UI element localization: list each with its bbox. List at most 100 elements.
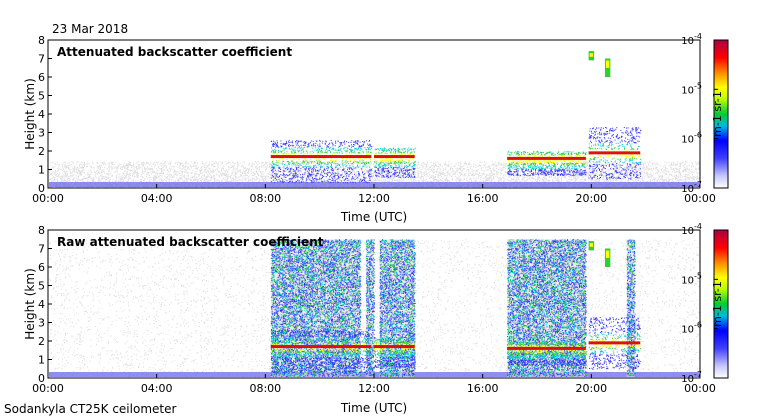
- layer-body: [588, 142, 641, 164]
- x-tick-label: 00:00: [32, 192, 64, 205]
- y-axis: 0 1 2 3 4 5 6 7 8: [38, 34, 52, 195]
- backscatter-field: [49, 239, 700, 378]
- layer-edge: [588, 127, 642, 180]
- x-tick-label: 20:00: [575, 192, 607, 205]
- panel-attenuated: Attenuated backscatter coefficient 00:00…: [23, 32, 729, 224]
- colorbar-tick-label: 10-6: [681, 321, 702, 336]
- x-tick-label: 16:00: [467, 382, 499, 395]
- layer-peak-halo: [589, 149, 641, 158]
- x-axis: 00:00 04:00 08:00 12:00 16:00 20:00 00:00: [32, 184, 716, 205]
- y-tick-label: 8: [38, 34, 45, 47]
- layer-edge: [374, 356, 416, 368]
- layer-core: [507, 151, 587, 166]
- y-tick-label: 8: [38, 224, 45, 237]
- cloud-base-line: [270, 155, 372, 159]
- y-tick-label: 7: [38, 53, 45, 66]
- y-tick-label: 6: [38, 71, 45, 84]
- noise-low: [507, 239, 587, 377]
- date-label: 23 Mar 2018: [52, 22, 128, 36]
- x-tick-label: 08:00: [249, 382, 281, 395]
- y-tick-label: 1: [38, 164, 45, 177]
- colorbar-label: m-1 sr-1: [711, 91, 724, 137]
- colorbar: 10-710-610-510-4m-1 sr-1: [681, 222, 729, 385]
- x-tick-label: 00:00: [684, 192, 716, 205]
- high-cloud-core: [589, 243, 594, 247]
- y-tick-label: 0: [38, 372, 45, 385]
- instrument-footer: Sodankyla CT25K ceilometer: [4, 402, 176, 416]
- layer-peak-halo: [374, 342, 416, 352]
- panel-title: Raw attenuated backscatter coefficient: [57, 235, 324, 249]
- y-tick-label: 0: [38, 182, 45, 195]
- x-axis-label: Time (UTC): [340, 401, 407, 415]
- x-tick-label: 12:00: [358, 192, 390, 205]
- layer-peak-halo: [507, 344, 587, 354]
- noise-mid: [365, 239, 375, 377]
- x-tick-label: 04:00: [141, 192, 173, 205]
- layer-core: [374, 340, 416, 354]
- layer-body: [507, 341, 587, 360]
- cloud-base-line: [270, 345, 372, 349]
- cloud-base-line: [588, 341, 641, 345]
- noise-high: [379, 239, 416, 377]
- x-tick-label: 00:00: [684, 382, 716, 395]
- layer-peak-halo: [374, 152, 415, 162]
- noise-background: [49, 161, 700, 188]
- x-tick-label: 16:00: [467, 192, 499, 205]
- colorbar-tick-label: 10-4: [681, 222, 702, 237]
- high-cloud-core: [605, 60, 610, 68]
- x-tick-label: 12:00: [358, 382, 390, 395]
- colorbar-tick-label: 10-4: [681, 32, 702, 47]
- y-tick-label: 4: [38, 298, 45, 311]
- cloud-base-line: [507, 156, 586, 160]
- y-axis-label: Height (km): [23, 268, 37, 339]
- colorbar: 10-710-610-510-4m-1 sr-1: [681, 32, 729, 195]
- layer-body: [271, 336, 372, 358]
- noise-mid: [626, 239, 636, 377]
- y-tick-label: 5: [38, 280, 45, 293]
- y-tick-label: 3: [38, 317, 45, 330]
- layer-edge: [270, 330, 373, 374]
- layer-edge: [507, 168, 587, 176]
- layer-core: [270, 340, 371, 354]
- layer-body: [374, 147, 416, 168]
- colorbar-tick-label: 10-6: [681, 131, 702, 146]
- noise-mid: [379, 239, 416, 377]
- high-cloud-core: [589, 53, 594, 57]
- panel-raw: Raw attenuated backscatter coefficient 0…: [23, 222, 729, 415]
- backscatter-field: [49, 51, 700, 188]
- colorbar-scale: [713, 39, 729, 189]
- layer-edge: [507, 358, 587, 366]
- y-axis: 0 1 2 3 4 5 6 7 8: [38, 224, 52, 385]
- layer-core: [588, 336, 641, 351]
- x-axis: 00:00 04:00 08:00 12:00 16:00 20:00 00:00: [32, 374, 716, 395]
- layer-core: [508, 342, 587, 356]
- layer-core: [588, 146, 641, 161]
- layer-core: [271, 150, 372, 164]
- high-cloud-core: [605, 250, 610, 258]
- colorbar-tick-label: 10-5: [681, 271, 702, 286]
- layer-body: [374, 337, 416, 358]
- y-tick-label: 3: [38, 127, 45, 140]
- y-tick-label: 4: [38, 108, 45, 121]
- cloud-base-line: [374, 345, 415, 349]
- panel-title: Attenuated backscatter coefficient: [57, 45, 292, 59]
- colorbar-tick-label: 10-5: [681, 81, 702, 96]
- layer-edge: [374, 166, 416, 178]
- noise-mid: [270, 239, 362, 377]
- colorbar-scale: [713, 229, 729, 379]
- noisy-block: [365, 239, 374, 377]
- x-tick-label: 08:00: [249, 192, 281, 205]
- layer-core: [374, 150, 416, 164]
- cloud-base-line: [374, 155, 415, 159]
- colorbar-label: m-1 sr-1: [711, 281, 724, 327]
- layer-edge: [588, 317, 641, 370]
- cloud-base-line: [588, 151, 641, 155]
- noise-mid: [507, 239, 587, 377]
- noise-high: [366, 239, 375, 375]
- cloud-base-line: [507, 346, 586, 350]
- y-axis-label: Height (km): [23, 78, 37, 149]
- y-tick-label: 1: [38, 354, 45, 367]
- noise-low: [365, 239, 375, 377]
- y-tick-label: 2: [38, 335, 45, 348]
